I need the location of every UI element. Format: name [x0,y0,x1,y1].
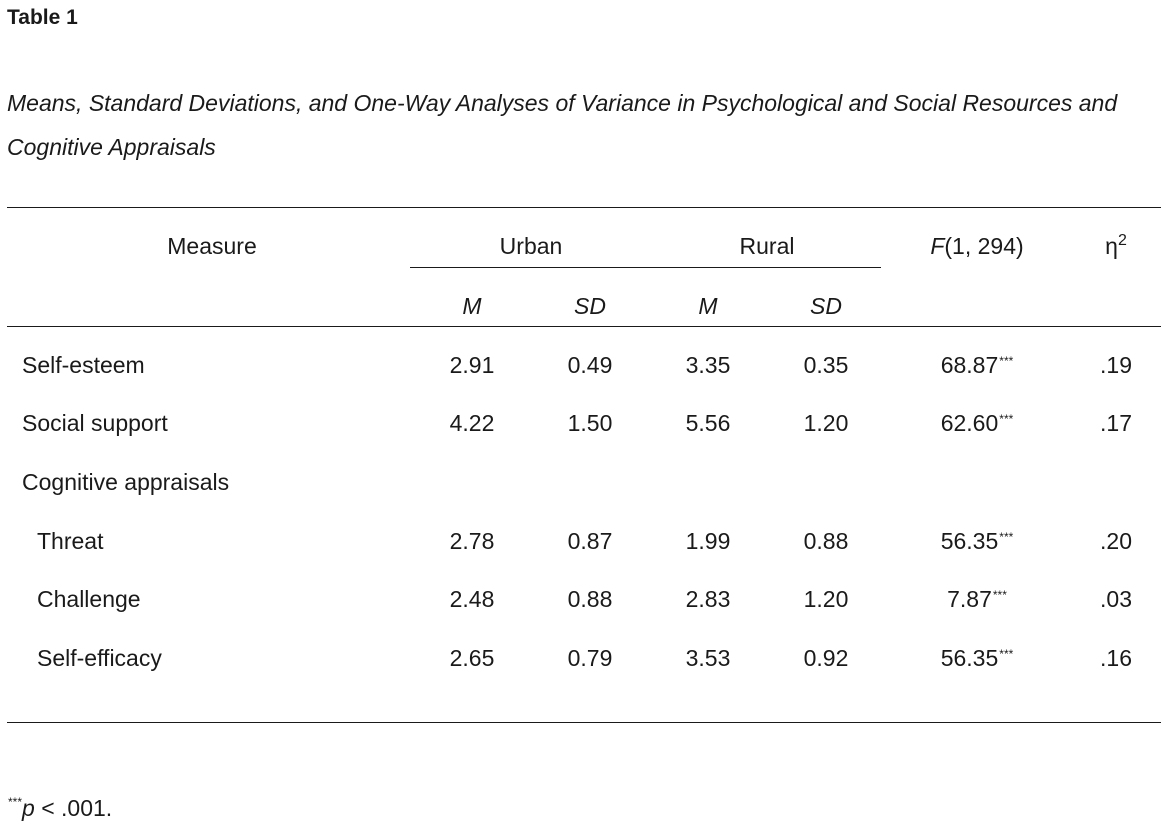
header-rural-sd: SD [810,293,842,319]
row-f-value: 56.35*** [941,527,1014,555]
f-df: (1, 294) [944,233,1024,259]
significance-marker: *** [999,647,1014,661]
row-group-label: Cognitive appraisals [22,469,230,495]
row-rural-sd: 1.20 [803,586,849,612]
row-eta: .20 [1100,528,1132,554]
f-value: 56.35 [940,528,999,554]
header-urban-sd: SD [574,293,606,319]
row-eta: .19 [1100,352,1132,378]
row-f-value: 56.35*** [941,644,1014,672]
header-rural: Rural [739,233,795,259]
row-urban-m: 4.22 [449,410,495,436]
significance-marker: *** [999,412,1014,426]
significance-marker: *** [999,354,1014,368]
row-measure: Social support [22,410,168,436]
row-rural-m: 1.99 [685,528,731,554]
row-urban-m: 2.65 [449,645,495,671]
table-top-rule [7,207,1161,208]
header-urban-m: M [462,293,482,319]
row-eta: .03 [1100,586,1132,612]
row-rural-m: 5.56 [685,410,731,436]
row-measure: Self-efficacy [37,645,162,671]
row-urban-m: 2.78 [449,528,495,554]
note-significance-marker: *** [8,795,23,809]
row-rural-sd: 0.92 [803,645,849,671]
table-header-rule [7,326,1161,327]
f-letter: F [930,233,945,259]
table-title: Means, Standard Deviations, and One-Way … [7,90,1118,160]
f-value: 56.35 [940,645,999,671]
row-measure: Challenge [37,586,141,612]
f-value: 62.60 [940,410,999,436]
header-urban: Urban [499,233,563,259]
table-note: ***p < .001. [7,794,112,822]
row-f-value: 68.87*** [941,351,1014,379]
row-urban-sd: 0.88 [567,586,613,612]
row-rural-sd: 0.88 [803,528,849,554]
row-rural-m: 2.83 [685,586,731,612]
row-f-value: 7.87*** [947,585,1007,613]
row-urban-sd: 0.87 [567,528,613,554]
eta-symbol: η [1105,233,1118,259]
row-rural-m: 3.35 [685,352,731,378]
f-value: 68.87 [940,352,999,378]
row-urban-sd: 0.79 [567,645,613,671]
row-rural-m: 3.53 [685,645,731,671]
row-urban-m: 2.48 [449,586,495,612]
eta-power: 2 [1117,232,1127,249]
row-measure: Self-esteem [22,352,145,378]
row-urban-sd: 1.50 [567,410,613,436]
significance-marker: *** [992,588,1007,602]
row-f-value: 62.60*** [941,409,1014,437]
row-rural-sd: 1.20 [803,410,849,436]
table-label: Table 1 [7,6,78,29]
group-header-rule [410,267,881,268]
table-bottom-rule [7,722,1161,723]
row-eta: .17 [1100,410,1132,436]
row-urban-m: 2.91 [449,352,495,378]
row-measure: Threat [37,528,104,554]
header-eta-squared: η2 [1105,232,1127,260]
header-rural-m: M [698,293,718,319]
header-f-statistic: F(1, 294) [930,232,1023,260]
row-urban-sd: 0.49 [567,352,613,378]
header-measure: Measure [167,233,257,259]
note-p: p [22,795,35,821]
f-value: 7.87 [947,586,992,612]
significance-marker: *** [999,530,1014,544]
row-rural-sd: 0.35 [803,352,849,378]
note-text: < .001. [34,795,113,821]
row-eta: .16 [1100,645,1132,671]
